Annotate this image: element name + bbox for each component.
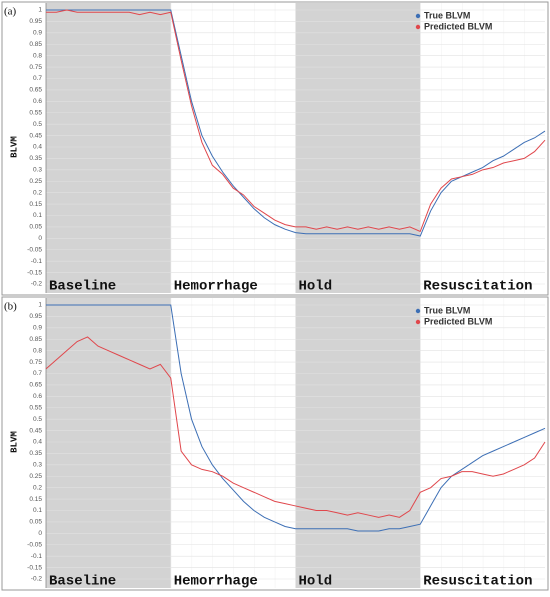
phase-label: Hemorrhage	[174, 574, 258, 590]
series-line	[45, 336, 546, 518]
phase-label: Hold	[299, 279, 333, 295]
y-axis-label: BLVM	[9, 431, 19, 453]
legend-label: True BLVM	[424, 10, 470, 20]
y-tick-label: 0	[38, 530, 42, 537]
y-tick-label: -0.05	[27, 541, 42, 548]
y-tick-label: 0.35	[29, 155, 42, 162]
y-tick-label: 0.55	[29, 404, 42, 411]
y-tick-label: -0.1	[31, 258, 43, 265]
y-tick-label: 0.3	[33, 167, 42, 174]
y-tick-label: -0.15	[27, 269, 42, 276]
y-tick-label: 0.6	[33, 98, 42, 105]
legend-label: Predicted BLVM	[424, 316, 492, 326]
legend-marker	[415, 24, 421, 30]
y-tick-label: 0.75	[29, 64, 42, 71]
y-tick-label: -0.15	[27, 564, 42, 571]
y-tick-label: 0.3	[33, 462, 42, 469]
y-tick-label: 0.9	[33, 325, 42, 332]
y-tick-label: 0.9	[33, 30, 42, 37]
phase-shade	[295, 298, 421, 588]
legend-label: True BLVM	[424, 305, 470, 315]
y-tick-label: -0.1	[31, 553, 43, 560]
y-tick-label: 0.4	[33, 144, 42, 151]
y-tick-label: 0.4	[33, 439, 42, 446]
y-tick-label: 0.85	[29, 336, 42, 343]
y-tick-label: 0.1	[33, 212, 42, 219]
y-tick-label: 0.95	[29, 313, 42, 320]
y-tick-label: 0.15	[29, 496, 42, 503]
phase-shade	[46, 298, 171, 588]
phase-shade	[295, 3, 421, 293]
y-tick-label: 0.5	[33, 416, 42, 423]
y-axis-label: BLVM	[9, 136, 19, 158]
y-tick-label: 0.6	[33, 393, 42, 400]
phase-label: Hold	[299, 574, 333, 590]
phase-label: Baseline	[49, 574, 116, 590]
y-tick-label: 0.8	[33, 52, 42, 59]
panel-label: (b)	[4, 301, 17, 313]
y-tick-label: 0.35	[29, 450, 42, 457]
y-tick-label: -0.05	[27, 246, 42, 253]
y-tick-label: -0.2	[31, 576, 43, 583]
y-tick-label: 1	[38, 302, 42, 309]
y-tick-label: 0.55	[29, 109, 42, 116]
legend-marker	[415, 308, 421, 314]
y-tick-label: 0.7	[33, 370, 42, 377]
y-tick-label: 0.65	[29, 382, 42, 389]
y-tick-label: 0.05	[29, 224, 42, 231]
y-tick-label: 0.05	[29, 519, 42, 526]
y-tick-label: 0.45	[29, 132, 42, 139]
phase-label: Resuscitation	[423, 279, 532, 295]
phase-label: Baseline	[49, 279, 116, 295]
y-tick-label: 0.25	[29, 178, 42, 185]
y-tick-label: 0	[38, 235, 42, 242]
y-tick-label: 0.85	[29, 41, 42, 48]
y-tick-label: 0.7	[33, 75, 42, 82]
phase-label: Resuscitation	[423, 574, 532, 590]
legend-label: Predicted BLVM	[424, 21, 492, 31]
phase-shade	[46, 3, 171, 293]
y-tick-label: 0.1	[33, 507, 42, 514]
y-tick-label: 1	[38, 7, 42, 14]
phase-label: Hemorrhage	[174, 279, 258, 295]
series-line	[46, 9, 546, 233]
y-tick-label: 0.15	[29, 201, 42, 208]
y-tick-label: -0.2	[31, 281, 43, 288]
y-tick-label: 0.2	[33, 189, 42, 196]
y-tick-label: 0.45	[29, 427, 42, 434]
legend-marker	[415, 13, 421, 19]
series-line	[46, 304, 546, 532]
y-tick-label: 0.95	[29, 18, 42, 25]
y-tick-label: 0.8	[33, 347, 42, 354]
y-tick-label: 0.5	[33, 121, 42, 128]
y-tick-label: 0.65	[29, 87, 42, 94]
y-tick-label: 0.25	[29, 473, 42, 480]
panel-label: (a)	[4, 6, 17, 18]
legend-marker	[415, 319, 421, 325]
y-tick-label: 0.75	[29, 359, 42, 366]
y-tick-label: 0.2	[33, 484, 42, 491]
